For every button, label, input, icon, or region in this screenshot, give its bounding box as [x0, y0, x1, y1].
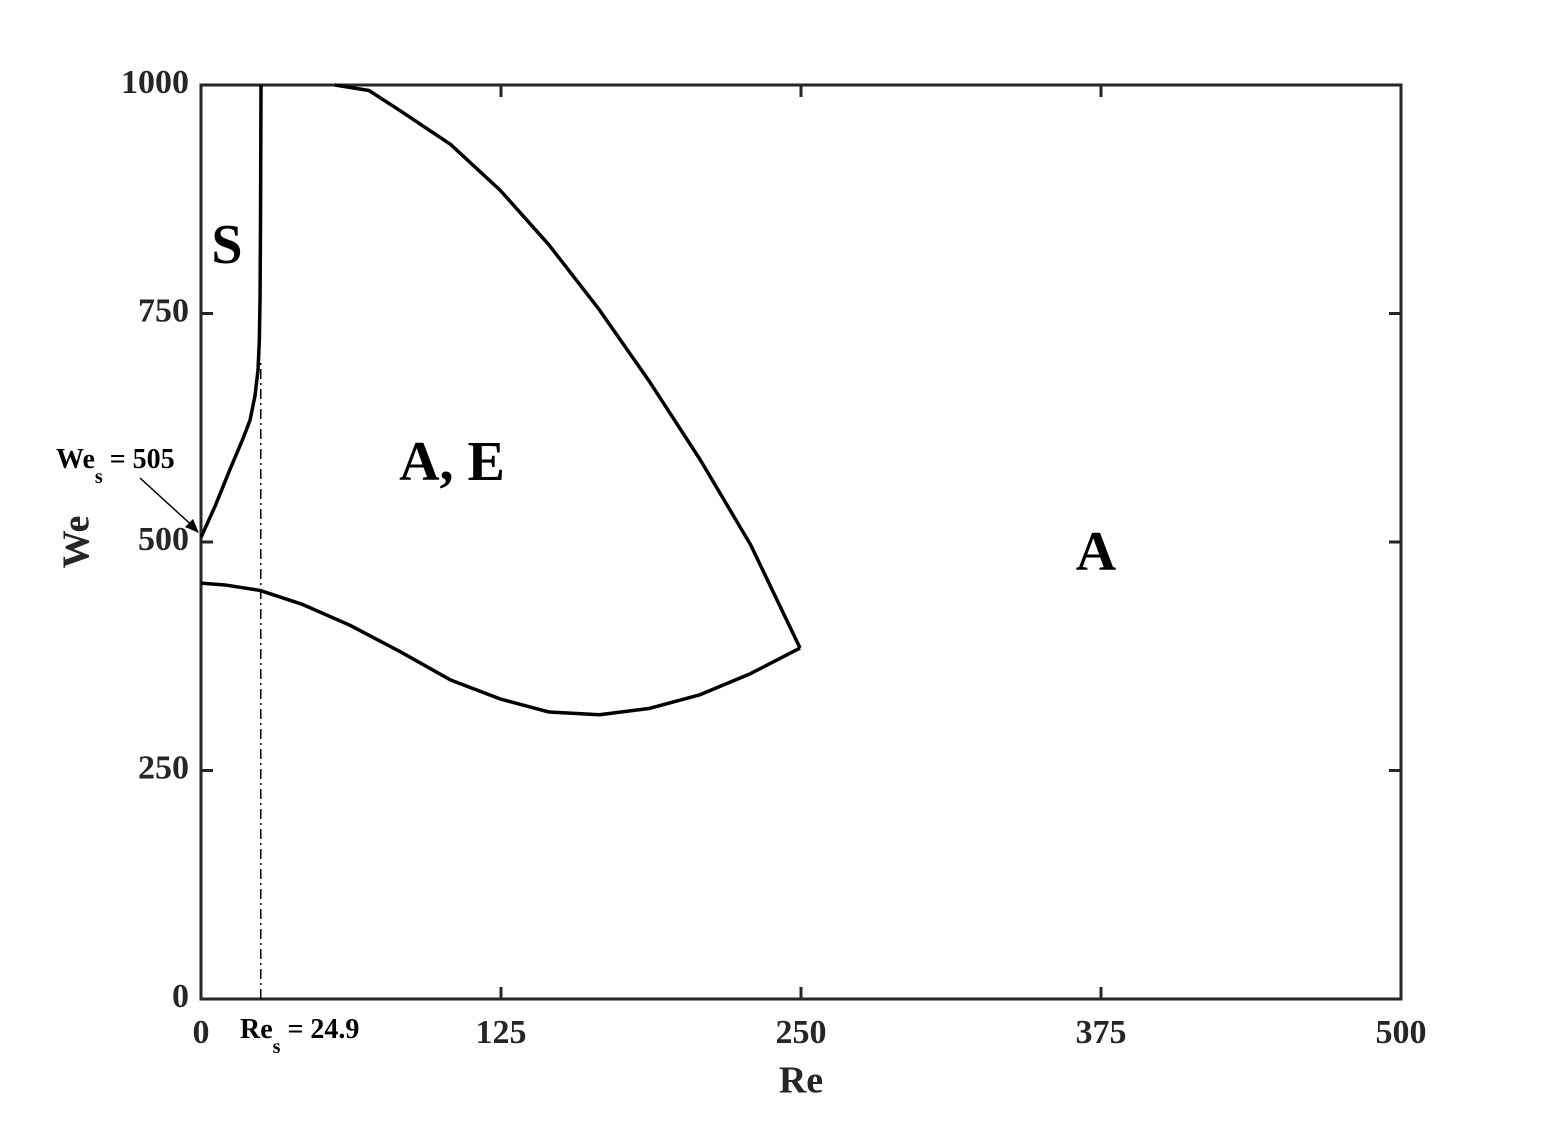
- series-line: [200, 581, 801, 717]
- x-axis-title: Re: [779, 1060, 823, 1102]
- y-tick-label: 250: [138, 749, 189, 786]
- annotation: Res = 24.9: [240, 1014, 359, 1057]
- annotation-base: Re: [240, 1014, 273, 1045]
- x-tick-label: 500: [1376, 1014, 1427, 1051]
- annotation-arrow: [139, 477, 198, 531]
- annotation-text: = 505: [103, 444, 175, 475]
- x-tick-label: 375: [1076, 1014, 1127, 1051]
- annotation-sub: s: [273, 1036, 281, 1058]
- plot-frame: [199, 83, 1403, 1001]
- series-line: [334, 83, 802, 649]
- annotation-text: = 24.9: [280, 1014, 359, 1045]
- region-label: A, E: [399, 431, 505, 493]
- arrow-head: [185, 519, 199, 533]
- y-axis-title: We: [56, 516, 98, 569]
- x-tick-label: 0: [193, 1014, 210, 1051]
- y-tick-label: 0: [172, 978, 189, 1015]
- y-tick-label: 500: [138, 521, 189, 558]
- y-tick-label: 1000: [121, 64, 189, 101]
- annotation-sub: s: [95, 466, 103, 488]
- series-line: [199, 84, 263, 539]
- region-label: S: [211, 214, 242, 276]
- x-tick-label: 125: [476, 1014, 527, 1051]
- annotation-base: We: [56, 444, 95, 475]
- y-tick-label: 750: [138, 292, 189, 329]
- annotation: Wes = 505: [56, 444, 175, 487]
- x-tick-label: 250: [776, 1014, 827, 1051]
- region-label: A: [1076, 521, 1117, 583]
